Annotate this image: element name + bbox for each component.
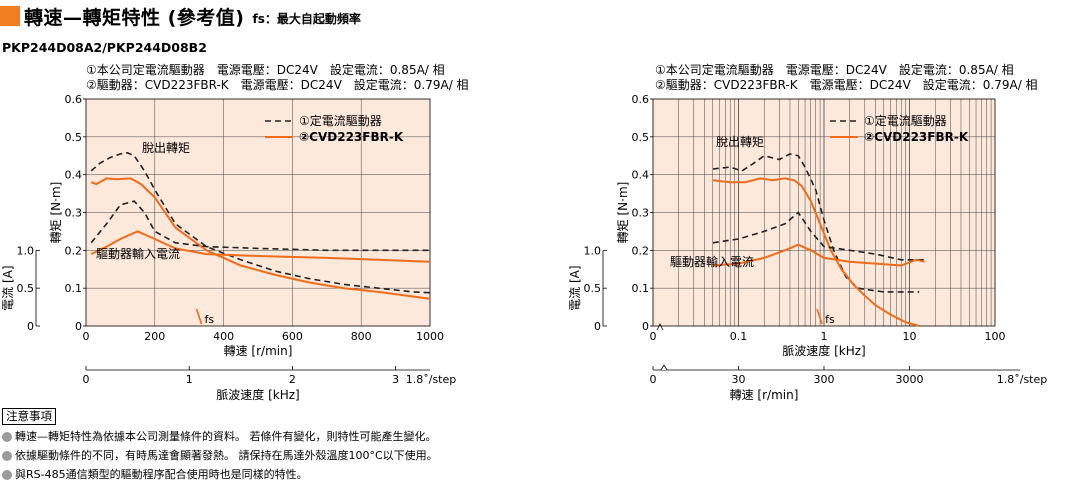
secondary-tick-label: 3 xyxy=(392,373,399,386)
current-tick-label: 1.0 xyxy=(584,244,602,257)
y-tick-label: 0.5 xyxy=(65,131,83,144)
pullout-torque-line xyxy=(712,153,920,293)
note-item: 轉速—轉矩特性為依據本公司測量條件的資料。 若條件有變化，則特性可能產生變化。 xyxy=(2,427,438,446)
x-tick-label: 1000 xyxy=(416,330,444,343)
bullet-icon xyxy=(2,431,12,442)
secondary-tick-label: 1 xyxy=(186,373,193,386)
y-tick-label: 0.6 xyxy=(632,93,650,106)
y-tick-label: 0.4 xyxy=(65,169,83,182)
note-item: 依據驅動條件的不同，有時馬達會顯著發熱。 請保持在馬達外殼溫度100°C以下使用… xyxy=(2,446,438,465)
x-tick-label: 10 xyxy=(903,330,917,343)
secondary-tick-label: 2 xyxy=(289,373,296,386)
x-tick-label: 0.1 xyxy=(730,330,748,343)
note-text: 轉速—轉矩特性為依據本公司測量條件的資料。 若條件有變化，則特性可能產生變化。 xyxy=(15,430,437,443)
y-tick-label: 0.1 xyxy=(632,282,650,295)
x-axis-label: 轉速 [r/min] xyxy=(224,344,293,358)
secondary-tick-label: 30 xyxy=(732,373,746,386)
input-current-line xyxy=(90,230,431,263)
note-text: 與RS-485通信類型的驅動程序配合使用時也是同樣的特性。 xyxy=(15,468,308,481)
pullout-annotation: 脫出轉矩 xyxy=(716,134,764,149)
y-tick-label: 0.1 xyxy=(65,282,83,295)
y-tick-label: 0.2 xyxy=(632,244,650,257)
y-tick-label: 0 xyxy=(75,320,82,333)
section-header: 轉速—轉矩特性 (參考值) fs：最大自起動頻率 xyxy=(0,4,361,29)
model-number: PKP244D08A2/PKP244D08B2 xyxy=(2,40,207,55)
current-annotation: 驅動器輸入電流 xyxy=(96,246,180,261)
axis-break-icon xyxy=(660,364,668,371)
secondary-tick-label: 0 xyxy=(83,373,90,386)
current-tick-label: 0 xyxy=(27,320,34,333)
fs-label: fs xyxy=(825,313,835,326)
x-tick-label: 0 xyxy=(83,330,90,343)
conditions-line: ①本公司定電流驅動器 電源電壓：DC24V 設定電流：0.85A/ 相 xyxy=(86,62,445,77)
x-axis-label: 脈波速度 [kHz] xyxy=(782,343,865,358)
x-tick-label: 1 xyxy=(821,330,828,343)
secondary-tick-label: 0 xyxy=(650,373,657,386)
x-tick-label: 100 xyxy=(985,330,1006,343)
y-tick-label: 0 xyxy=(642,320,649,333)
y-tick-label: 0.2 xyxy=(65,244,83,257)
notes-title: 注意事項 xyxy=(2,408,56,425)
y-tick-label: 0.3 xyxy=(65,207,83,220)
notes-section: 注意事項 轉速—轉矩特性為依據本公司測量條件的資料。 若條件有變化，則特性可能產… xyxy=(2,407,438,484)
x-tick-label: 600 xyxy=(282,330,303,343)
pullout-torque-line xyxy=(712,177,920,327)
current-tick-label: 1.0 xyxy=(17,244,35,257)
charts-canvas: 00.10.20.30.40.50.6轉矩 [N·m]00.51.0電流 [A]… xyxy=(1,62,1048,402)
fs-definition: fs：最大自起動頻率 xyxy=(252,11,361,26)
conditions-line: ②驅動器：CVD223FBR-K 電源電壓：DC24V 設定電流：0.79A/ … xyxy=(86,77,469,92)
bullet-icon xyxy=(2,469,12,480)
secondary-tick-label: 300 xyxy=(814,373,835,386)
note-text: 依據驅動條件的不同，有時馬達會顯著發熱。 請保持在馬達外殼溫度100°C以下使用… xyxy=(15,449,438,462)
current-axis-label: 電流 [A] xyxy=(568,265,582,310)
legend-label: ②CVD223FBR-K xyxy=(299,130,404,144)
x-tick-label: 200 xyxy=(144,330,165,343)
step-note: 1.8˚/step xyxy=(406,373,457,386)
legend-label: ②CVD223FBR-K xyxy=(864,130,969,144)
input-current-line xyxy=(90,200,430,252)
pullout-torque-line xyxy=(90,151,431,294)
conditions-line: ②驅動器：CVD223FBR-K 電源電壓：DC24V 設定電流：0.79A/ … xyxy=(655,77,1038,92)
legend-label: ①定電流驅動器 xyxy=(864,113,947,128)
step-note: 1.8˚/step xyxy=(997,373,1048,386)
secondary-tick-label: 3000 xyxy=(896,373,924,386)
legend-label: ①定電流驅動器 xyxy=(299,113,382,128)
input-current-line xyxy=(712,211,925,261)
axis-break-icon xyxy=(656,323,664,331)
torque-axis-label: 轉矩 [N·m] xyxy=(616,182,630,244)
y-tick-label: 0.4 xyxy=(632,169,650,182)
bullet-icon xyxy=(2,450,12,461)
section-title: 轉速—轉矩特性 (參考值) xyxy=(24,6,245,29)
secondary-axis-label: 脈波速度 [kHz] xyxy=(216,387,299,402)
current-tick-label: 0.5 xyxy=(584,282,602,295)
y-tick-label: 0.3 xyxy=(632,207,650,220)
note-item: 與RS-485通信類型的驅動程序配合使用時也是同樣的特性。 xyxy=(2,465,438,484)
y-tick-label: 0.6 xyxy=(65,93,83,106)
current-tick-label: 0.5 xyxy=(17,282,35,295)
current-axis-label: 電流 [A] xyxy=(1,265,15,310)
fs-label: fs xyxy=(205,313,215,326)
fs-marker xyxy=(816,308,823,325)
current-annotation: 驅動器輸入電流 xyxy=(670,254,754,269)
secondary-axis-label: 轉速 [r/min] xyxy=(730,388,799,402)
input-current-line xyxy=(712,243,925,267)
x-tick-label: 800 xyxy=(351,330,372,343)
pullout-torque-line xyxy=(90,177,431,300)
current-tick-label: 0 xyxy=(594,320,601,333)
pullout-annotation: 脫出轉矩 xyxy=(142,140,190,155)
fs-marker xyxy=(195,308,203,325)
x-tick-label: 400 xyxy=(213,330,234,343)
torque-axis-label: 轉矩 [N·m] xyxy=(49,182,63,244)
conditions-line: ①本公司定電流驅動器 電源電壓：DC24V 設定電流：0.85A/ 相 xyxy=(655,62,1014,77)
y-tick-label: 0.5 xyxy=(632,131,650,144)
x-tick-label: 0 xyxy=(650,330,657,343)
header-marker-icon xyxy=(0,6,20,26)
